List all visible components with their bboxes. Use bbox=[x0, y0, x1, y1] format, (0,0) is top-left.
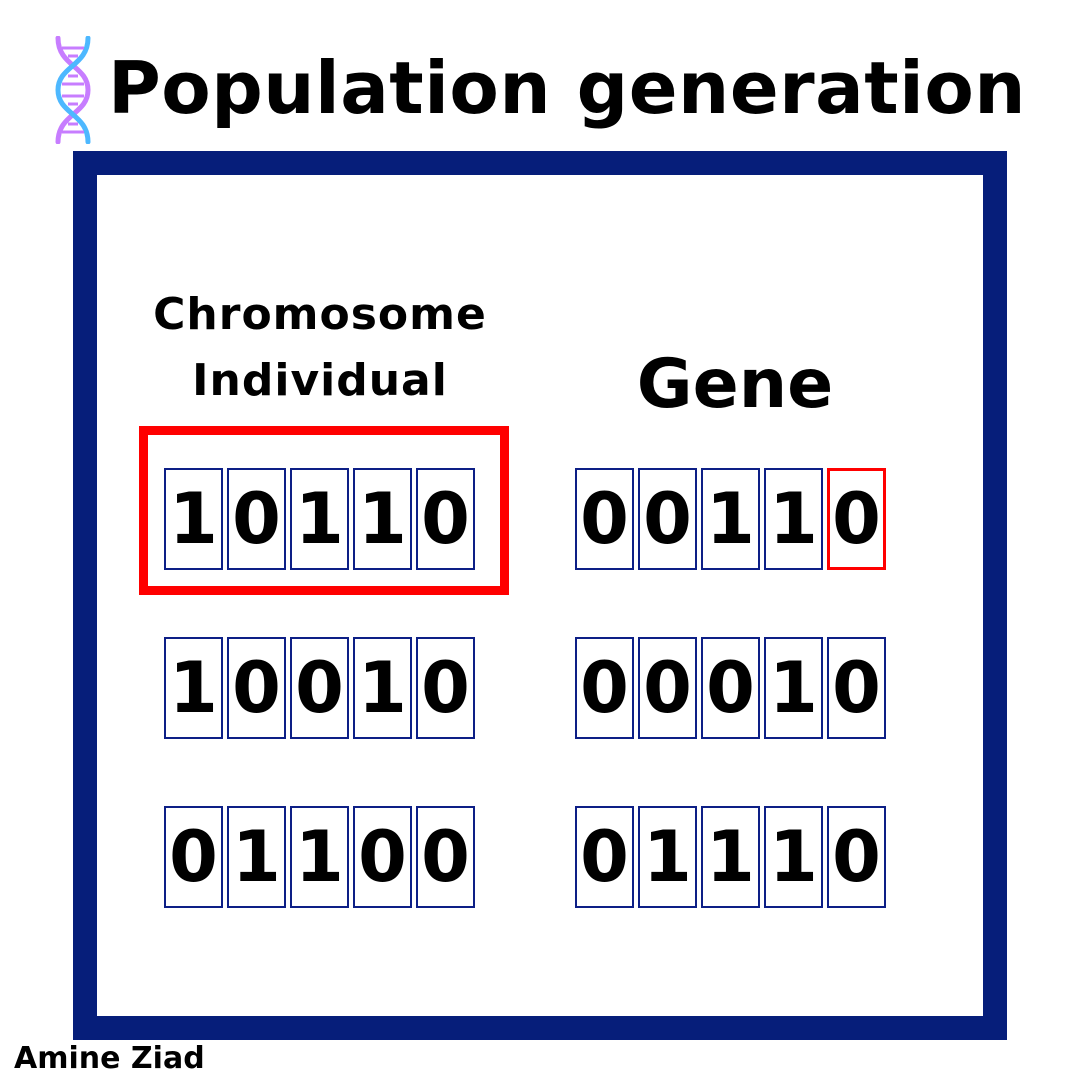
gene-label: Gene bbox=[636, 345, 834, 424]
bit-cell: 1 bbox=[353, 637, 412, 739]
page-title: Population generation bbox=[108, 46, 1027, 130]
chromosome-left-1: 1 0 1 1 0 bbox=[164, 468, 475, 570]
chromosome-label: Chromosome Individual bbox=[150, 282, 490, 414]
bit-cell: 0 bbox=[827, 806, 886, 908]
bit-cell: 1 bbox=[638, 806, 697, 908]
chromosome-right-3: 0 1 1 1 0 bbox=[575, 806, 886, 908]
bit-cell: 0 bbox=[575, 468, 634, 570]
bit-cell: 0 bbox=[638, 637, 697, 739]
bit-cell: 0 bbox=[701, 637, 760, 739]
bit-cell: 0 bbox=[638, 468, 697, 570]
bit-cell: 1 bbox=[764, 468, 823, 570]
bit-cell: 1 bbox=[701, 806, 760, 908]
bit-cell: 0 bbox=[575, 637, 634, 739]
bit-cell: 0 bbox=[353, 806, 412, 908]
bit-cell: 0 bbox=[416, 806, 475, 908]
bit-cell: 0 bbox=[827, 637, 886, 739]
bit-cell: 1 bbox=[164, 468, 223, 570]
bit-cell: 1 bbox=[227, 806, 286, 908]
bit-cell: 1 bbox=[290, 468, 349, 570]
bit-cell: 0 bbox=[227, 637, 286, 739]
chromosome-label-line: Chromosome bbox=[153, 289, 487, 340]
population-frame bbox=[73, 151, 1007, 1040]
chromosome-right-1: 0 0 1 1 0 bbox=[575, 468, 886, 570]
individual-label-line: Individual bbox=[192, 355, 448, 406]
bit-cell: 1 bbox=[353, 468, 412, 570]
bit-cell: 0 bbox=[227, 468, 286, 570]
author-credit: Amine Ziad bbox=[14, 1041, 205, 1076]
bit-cell: 1 bbox=[764, 806, 823, 908]
bit-cell: 0 bbox=[164, 806, 223, 908]
chromosome-left-2: 1 0 0 1 0 bbox=[164, 637, 475, 739]
chromosome-highlight bbox=[139, 426, 509, 595]
dna-icon bbox=[50, 35, 96, 145]
bit-cell: 0 bbox=[416, 637, 475, 739]
bit-cell: 0 bbox=[290, 637, 349, 739]
chromosome-left-3: 0 1 1 0 0 bbox=[164, 806, 475, 908]
bit-cell: 0 bbox=[575, 806, 634, 908]
bit-cell: 1 bbox=[290, 806, 349, 908]
bit-cell: 0 bbox=[416, 468, 475, 570]
chromosome-right-2: 0 0 0 1 0 bbox=[575, 637, 886, 739]
bit-cell: 1 bbox=[164, 637, 223, 739]
bit-cell: 1 bbox=[701, 468, 760, 570]
gene-highlight-cell: 0 bbox=[827, 468, 886, 570]
bit-cell: 1 bbox=[764, 637, 823, 739]
